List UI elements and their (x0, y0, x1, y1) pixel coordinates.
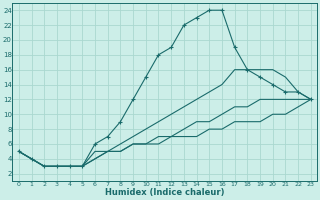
X-axis label: Humidex (Indice chaleur): Humidex (Indice chaleur) (105, 188, 225, 197)
